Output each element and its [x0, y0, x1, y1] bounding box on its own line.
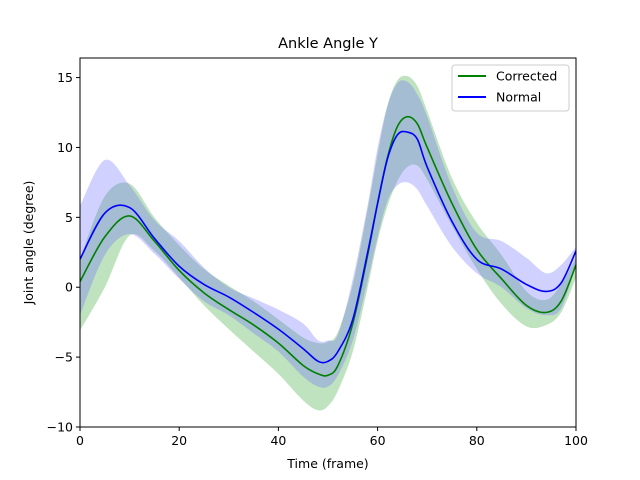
legend: Corrected Normal — [451, 64, 570, 112]
x-tick-label: 60 — [370, 433, 386, 448]
x-tick-label: 40 — [270, 433, 286, 448]
y-tick-label: 5 — [65, 210, 73, 225]
y-tick-label: 15 — [57, 70, 73, 85]
y-tick-label: 10 — [57, 140, 73, 155]
plot-frame — [79, 57, 577, 428]
x-tick-label: 80 — [469, 433, 485, 448]
legend-label-normal: Normal — [496, 90, 541, 105]
x-tick-label: 0 — [76, 433, 84, 448]
chart-title: Ankle Angle Y — [278, 36, 378, 52]
y-tick-label: −10 — [47, 420, 73, 435]
confidence-bands — [80, 75, 576, 411]
band-normal — [80, 80, 576, 388]
y-axis-ticks: −10 −5 0 5 10 15 — [47, 70, 80, 435]
x-axis-label: Time (frame) — [286, 456, 368, 471]
y-axis-label: Joint angle (degree) — [21, 181, 36, 306]
x-axis-ticks: 0 20 40 60 80 100 — [76, 427, 588, 448]
line-normal — [79, 130, 577, 364]
band-corrected — [80, 75, 576, 411]
y-tick-label: 0 — [65, 280, 73, 295]
y-tick-label: −5 — [55, 350, 73, 365]
legend-label-corrected: Corrected — [496, 69, 557, 84]
x-tick-label: 100 — [564, 433, 588, 448]
x-tick-label: 20 — [171, 433, 187, 448]
series-lines — [79, 115, 577, 377]
